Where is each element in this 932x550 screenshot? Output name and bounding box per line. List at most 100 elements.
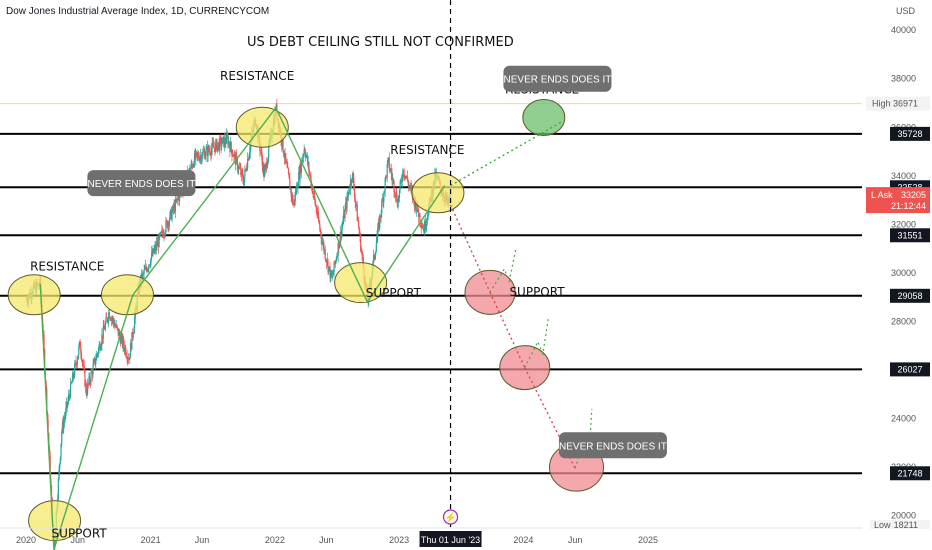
candle-up bbox=[385, 175, 387, 179]
candle-down bbox=[319, 229, 322, 232]
candle-up bbox=[299, 164, 301, 180]
level-price-tag bbox=[890, 362, 930, 377]
candle-up bbox=[221, 143, 223, 147]
candle-down bbox=[321, 238, 323, 245]
candle-up bbox=[96, 354, 98, 355]
candle-up bbox=[351, 180, 353, 184]
candle-up bbox=[322, 243, 324, 244]
candle-down bbox=[229, 145, 231, 152]
candle-up bbox=[199, 157, 201, 162]
level-price-text: 29058 bbox=[897, 291, 922, 301]
candle-up bbox=[144, 269, 146, 271]
last-price-timer: 21:12:44 bbox=[891, 201, 926, 211]
forecast-down-path bbox=[524, 367, 576, 469]
candle-down bbox=[410, 185, 412, 189]
candle-up bbox=[342, 221, 344, 226]
candle-down bbox=[329, 266, 331, 279]
candle-up bbox=[217, 145, 219, 152]
candle-down bbox=[125, 347, 127, 356]
candle-down bbox=[298, 172, 300, 180]
x-tick-label: Jun bbox=[70, 535, 85, 545]
candle-down bbox=[327, 259, 329, 271]
candle-up bbox=[321, 243, 324, 245]
candle-down bbox=[263, 165, 265, 177]
candle-down bbox=[213, 147, 215, 149]
candle-down bbox=[87, 383, 89, 385]
candle-up bbox=[192, 165, 194, 168]
candle-down bbox=[163, 234, 166, 236]
candle-up bbox=[78, 346, 80, 356]
candle-down bbox=[206, 146, 209, 157]
x-tick-label: Jun bbox=[195, 535, 210, 545]
x-cursor-box bbox=[419, 531, 482, 547]
candle-down bbox=[312, 193, 314, 194]
candle-up bbox=[95, 354, 98, 361]
candle-down bbox=[232, 155, 234, 157]
candle-up bbox=[93, 358, 96, 361]
candle-up bbox=[97, 347, 100, 354]
candle-up bbox=[375, 252, 377, 256]
candle-down bbox=[288, 174, 290, 179]
candle-up bbox=[265, 162, 267, 166]
candle-down bbox=[110, 318, 112, 321]
candle-up bbox=[227, 141, 230, 145]
candle-up bbox=[171, 211, 173, 220]
callouts-group: NEVER ENDS DOES IT NEVER ENDS DOES IT NEVE… bbox=[87, 65, 667, 459]
candle-down bbox=[145, 266, 147, 269]
candle-up bbox=[153, 249, 155, 253]
candle-up bbox=[133, 329, 135, 334]
candle-up bbox=[90, 372, 92, 383]
candle-down bbox=[292, 203, 294, 206]
candle-up bbox=[387, 157, 390, 159]
candle-down bbox=[336, 255, 339, 257]
candle-up bbox=[339, 232, 341, 243]
candle-up bbox=[383, 192, 385, 203]
trend-line bbox=[275, 107, 369, 303]
x-cursor-label: Thu 01 Jun '23 bbox=[421, 535, 480, 545]
candle-up bbox=[340, 228, 343, 238]
candle-down bbox=[116, 324, 118, 327]
candle-up bbox=[291, 194, 293, 197]
low-tag-value: 18211 bbox=[894, 520, 918, 530]
candle-up bbox=[425, 225, 427, 229]
candle-up bbox=[59, 463, 61, 470]
candle-down bbox=[204, 151, 206, 159]
candle-up bbox=[164, 231, 166, 235]
candle-up bbox=[202, 152, 204, 158]
candle-up bbox=[349, 189, 351, 193]
candle-up bbox=[169, 212, 171, 221]
candle-down bbox=[360, 250, 362, 252]
candle-down bbox=[345, 202, 347, 209]
candle-up bbox=[176, 198, 178, 202]
candle-up bbox=[330, 270, 332, 279]
candle-up bbox=[195, 151, 197, 159]
candle-up bbox=[222, 136, 224, 138]
candle-up bbox=[405, 176, 407, 178]
yellow-zone-circle bbox=[100, 274, 154, 316]
candle-down bbox=[396, 192, 398, 202]
candle-down bbox=[283, 151, 285, 157]
candle-up bbox=[59, 456, 61, 464]
candle-up bbox=[264, 165, 266, 171]
candle-up bbox=[114, 325, 116, 327]
candle-down bbox=[389, 168, 391, 171]
callout-bubble bbox=[558, 432, 667, 459]
candle-down bbox=[81, 360, 83, 362]
candle-down bbox=[94, 358, 96, 365]
candle-up bbox=[379, 215, 381, 229]
candle-down bbox=[361, 250, 363, 256]
candle-down bbox=[261, 152, 263, 161]
candle-up bbox=[134, 318, 136, 330]
candle-down bbox=[402, 169, 405, 175]
candle-up bbox=[100, 344, 102, 348]
candle-up bbox=[406, 176, 408, 178]
candle-down bbox=[323, 243, 325, 252]
candle-down bbox=[403, 174, 405, 176]
candle-down bbox=[89, 376, 91, 383]
candle-down bbox=[70, 382, 72, 384]
candle-down bbox=[196, 152, 198, 156]
candle-down bbox=[237, 169, 239, 171]
candle-down bbox=[89, 382, 91, 383]
candle-up bbox=[215, 142, 217, 153]
